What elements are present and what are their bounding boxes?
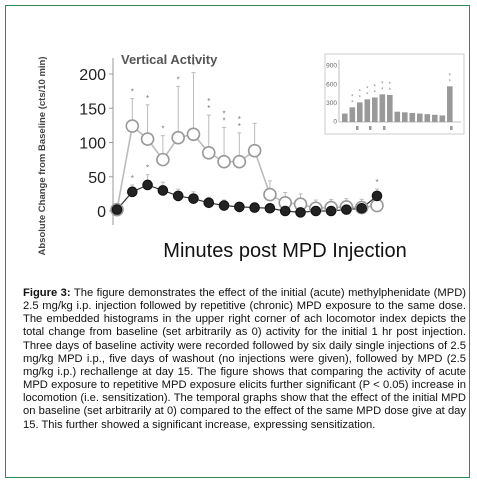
data-point-filled xyxy=(279,205,291,217)
inset-x-tick xyxy=(450,126,453,130)
significance-mark: * xyxy=(131,174,134,183)
data-point-open xyxy=(186,127,201,142)
inset-significance-mark: * xyxy=(449,79,452,85)
significance-mark: * xyxy=(238,115,241,124)
significance-mark: * xyxy=(131,88,134,97)
inset-significance-mark: * xyxy=(381,87,384,93)
data-point-filled xyxy=(218,200,230,211)
inset-x-tick xyxy=(383,126,386,130)
data-point-open xyxy=(140,132,155,146)
inset-bar xyxy=(349,107,356,122)
data-point-filled xyxy=(188,193,199,204)
significance-mark: * xyxy=(146,164,149,173)
inset-bar xyxy=(379,94,386,122)
data-point-filled xyxy=(157,185,169,196)
data-point-open xyxy=(201,145,216,160)
data-point-filled xyxy=(310,205,322,217)
inset-significance-mark: * xyxy=(359,89,362,95)
data-point-filled xyxy=(234,201,245,213)
y-tick-label: 50 xyxy=(88,170,106,187)
inset-bar xyxy=(387,94,393,122)
inset-y-tick-label: 0 xyxy=(333,119,337,126)
significance-mark: * xyxy=(222,116,225,125)
inset-x-tick xyxy=(356,126,359,130)
data-point-filled xyxy=(203,197,215,209)
y-tick-label: 100 xyxy=(79,136,106,153)
chart-title: Vertical Activity xyxy=(121,52,218,67)
data-point-open xyxy=(125,119,140,133)
caption-text: The figure demonstrates the effect of th… xyxy=(23,287,466,431)
inset-bar xyxy=(357,102,363,122)
inset-significance-mark: * xyxy=(389,88,392,94)
caption-label: Figure 3: xyxy=(23,287,71,299)
data-point-open xyxy=(232,154,247,169)
data-point-open xyxy=(370,198,384,213)
data-point-open xyxy=(156,152,170,167)
inset-bar xyxy=(364,99,371,122)
data-point-filled xyxy=(172,190,184,202)
inset-bar xyxy=(417,113,423,122)
inset-x-tick xyxy=(369,126,372,130)
figure-caption: Figure 3: The figure demonstrates the ef… xyxy=(23,287,466,432)
inset-significance-mark: * xyxy=(359,95,362,101)
significance-mark: * xyxy=(238,122,241,131)
significance-mark: * xyxy=(207,97,210,106)
significance-mark: * xyxy=(192,55,195,64)
data-point-filled xyxy=(142,179,153,191)
inset-y-tick-label: 600 xyxy=(326,81,337,88)
inset-bar xyxy=(394,111,401,122)
inset-bar xyxy=(342,113,348,122)
series-line-open xyxy=(116,124,378,210)
inset-significance-mark: * xyxy=(374,84,377,90)
significance-mark: * xyxy=(146,94,149,103)
figure-frame: 200 150 100 50 0 * * * * * * * * * * * * * * * 900 600 300 0 *… xyxy=(5,5,470,478)
inset-bar xyxy=(432,114,438,122)
significance-mark: * xyxy=(222,109,225,118)
inset-bar xyxy=(424,114,431,122)
significance-mark: * xyxy=(192,62,195,71)
inset-significance-mark: * xyxy=(366,86,369,92)
y-tick-label: 150 xyxy=(79,101,106,118)
inset-bar xyxy=(372,97,378,122)
data-point-filled xyxy=(126,186,138,198)
inset-y-tick-label: 300 xyxy=(326,100,337,107)
data-point-filled xyxy=(249,202,260,213)
inset-bar xyxy=(439,115,446,122)
inset-significance-mark: * xyxy=(351,100,354,106)
data-point-filled xyxy=(295,207,306,218)
significance-mark: * xyxy=(177,75,180,84)
data-point-filled xyxy=(371,190,383,202)
data-point-open xyxy=(247,143,262,158)
inset-significance-mark: * xyxy=(366,92,369,98)
data-point-filled xyxy=(356,202,368,214)
data-point-filled xyxy=(111,204,123,215)
data-point-filled xyxy=(341,204,352,215)
inset-significance-mark: * xyxy=(374,90,377,96)
significance-mark: * xyxy=(375,178,378,187)
data-point-open xyxy=(217,154,231,169)
data-point-open xyxy=(263,187,277,202)
series-line-filled xyxy=(116,184,378,213)
significance-mark: * xyxy=(207,104,210,113)
inset-y-tick-label: 900 xyxy=(326,63,337,70)
inset-significance-mark: * xyxy=(449,73,452,79)
inset-bar xyxy=(409,112,416,122)
inset-significance-mark: * xyxy=(381,81,384,87)
inset-significance-mark: * xyxy=(389,82,392,88)
data-point-filled xyxy=(325,205,337,217)
data-point-open xyxy=(171,130,185,145)
y-tick-label: 200 xyxy=(79,67,106,84)
data-point-filled xyxy=(264,202,276,214)
inset-significance-mark: * xyxy=(351,94,354,100)
significance-mark: * xyxy=(161,125,164,134)
y-axis-label: Absolute Change from Baseline (cts/10 mi… xyxy=(37,56,48,255)
inset-bar xyxy=(447,86,453,122)
inset-bar xyxy=(402,112,408,122)
y-tick-label: 0 xyxy=(97,204,106,221)
x-axis-label: Minutes post MPD Injection xyxy=(163,240,406,262)
